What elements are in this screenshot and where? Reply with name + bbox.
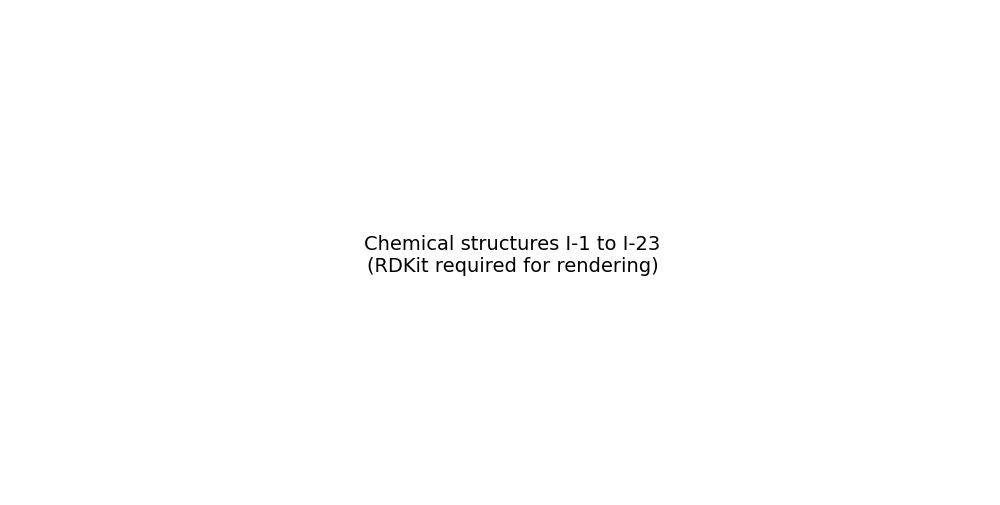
Text: Chemical structures I-1 to I-23
(RDKit required for rendering): Chemical structures I-1 to I-23 (RDKit r… (364, 234, 661, 276)
